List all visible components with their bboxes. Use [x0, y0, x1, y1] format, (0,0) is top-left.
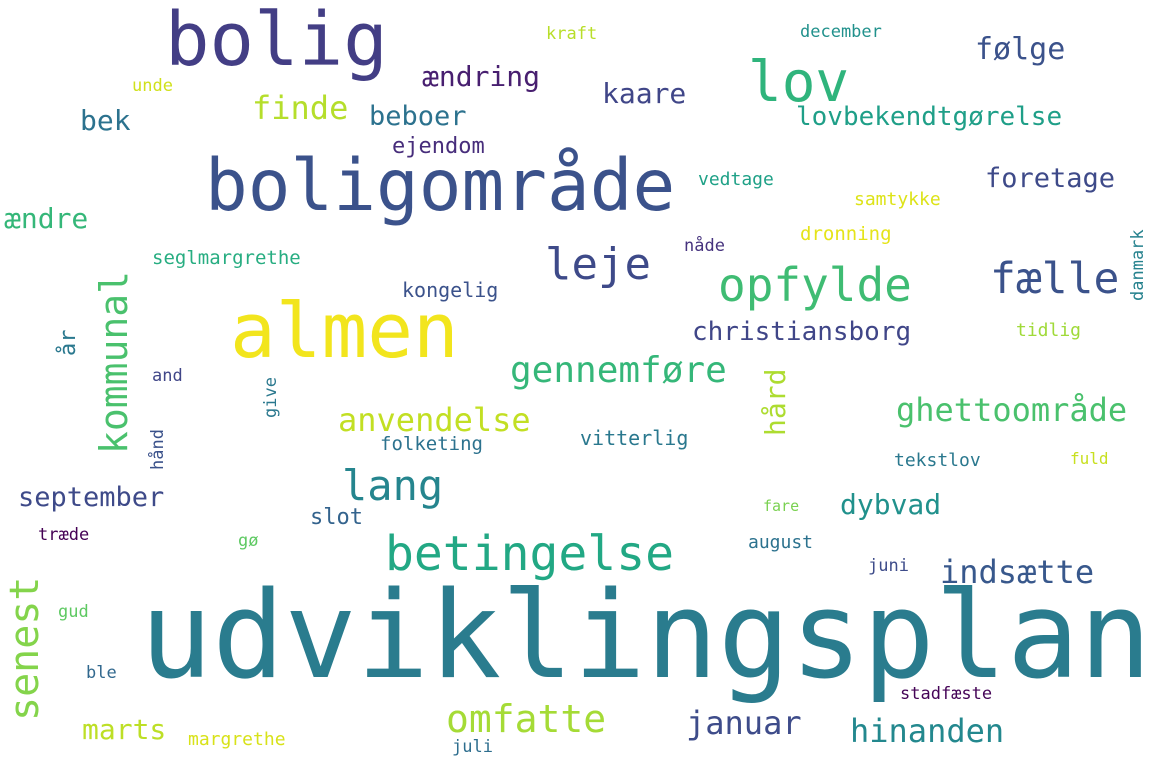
word-ble: ble: [86, 663, 117, 683]
word-christiansborg: christiansborg: [692, 317, 912, 347]
word-lov: lov: [748, 50, 850, 115]
word-januar: januar: [686, 704, 802, 742]
word-kaare: kaare: [602, 77, 687, 110]
word-ghettoomrade: ghettoområde: [896, 391, 1128, 429]
word-hard: hård: [759, 368, 792, 436]
word-danmark: danmark: [1128, 229, 1148, 301]
word-finde: finde: [252, 89, 349, 127]
word-hand: hånd: [148, 429, 168, 470]
word-aendre: ændre: [4, 202, 89, 235]
word-lovbekendtgorelse: lovbekendtgørelse: [796, 102, 1063, 132]
word-tekstlov: tekstlov: [894, 450, 981, 471]
word-slot: slot: [310, 505, 363, 530]
word-vedtage: vedtage: [698, 169, 774, 190]
word-omfatte: omfatte: [446, 697, 607, 741]
word-aendring: ændring: [422, 60, 541, 93]
word-traede: træde: [38, 525, 90, 545]
word-samtykke: samtykke: [854, 189, 941, 210]
word-faelle: fælle: [990, 254, 1120, 304]
word-foretage: foretage: [985, 163, 1116, 194]
word-folketing: folketing: [380, 433, 483, 455]
word-gud: gud: [58, 602, 89, 622]
word-go: gø: [238, 531, 259, 551]
word-unde: unde: [132, 76, 173, 96]
word-tidlig: tidlig: [1016, 320, 1082, 341]
word-almen: almen: [230, 286, 459, 375]
word-betingelse: betingelse: [385, 526, 674, 582]
word-september: september: [18, 482, 165, 513]
word-kraft: kraft: [546, 24, 598, 44]
word-marts: marts: [82, 713, 167, 746]
word-ar: år: [56, 329, 81, 357]
word-anvendelse: anvendelse: [338, 401, 531, 439]
word-bek: bek: [80, 104, 131, 137]
word-and: and: [152, 366, 183, 386]
word-ejendom: ejendom: [392, 134, 485, 159]
word-dronning: dronning: [800, 223, 892, 245]
word-leje: leje: [545, 239, 651, 290]
word-kommunal: kommunal: [92, 270, 136, 454]
word-seglmargrethe: seglmargrethe: [152, 247, 301, 269]
word-kongelig: kongelig: [402, 278, 499, 302]
word-nade: nåde: [684, 236, 725, 256]
word-vitterlig: vitterlig: [580, 426, 689, 450]
word-give: give: [261, 377, 281, 418]
word-senest: senest: [2, 576, 48, 722]
word-fuld: fuld: [1070, 449, 1109, 468]
word-hinanden: hinanden: [850, 712, 1005, 750]
word-stadfaeste: stadfæste: [900, 684, 993, 704]
word-dybvad: dybvad: [840, 488, 942, 521]
word-folge: følge: [975, 32, 1066, 67]
word-juli: juli: [452, 737, 493, 757]
word-juni: juni: [868, 556, 909, 576]
word-opfylde: opfylde: [718, 258, 912, 312]
word-bolig: bolig: [165, 0, 388, 83]
word-gennemfore: gennemføre: [510, 350, 727, 391]
word-lang: lang: [342, 461, 444, 510]
word-fare: fare: [763, 497, 800, 515]
word-udviklingsplan: udviklingsplan: [140, 567, 1152, 706]
word-august: august: [748, 532, 814, 553]
word-beboer: beboer: [369, 101, 467, 132]
word-boligomrade: boligområde: [205, 144, 676, 227]
word-december: december: [800, 22, 882, 42]
word-indsaette: indsætte: [940, 553, 1095, 591]
word-margrethe: margrethe: [188, 729, 286, 750]
